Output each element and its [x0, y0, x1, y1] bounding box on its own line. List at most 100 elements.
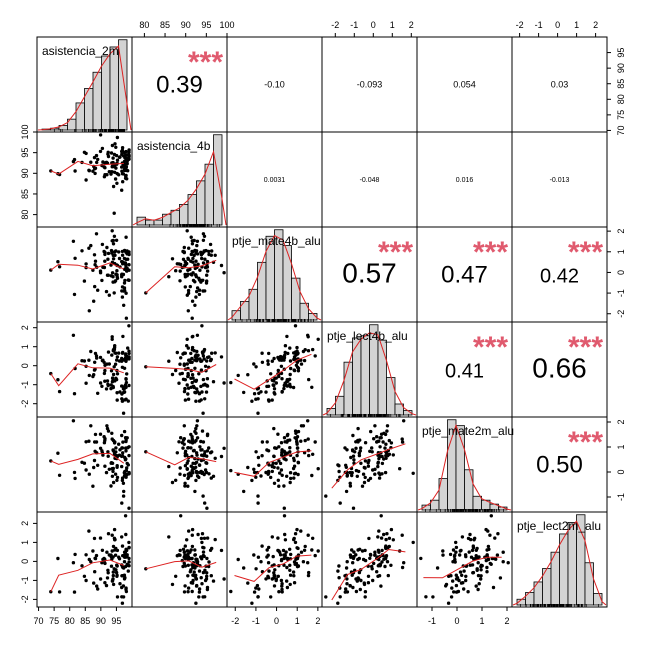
- scatter-point: [124, 352, 128, 356]
- scatter-point: [182, 590, 187, 594]
- scatter-point: [337, 469, 341, 474]
- density-line: [227, 234, 322, 321]
- scatter-point: [87, 169, 92, 173]
- variable-label: asistencia_4b: [137, 139, 211, 153]
- scatter-point: [360, 484, 365, 488]
- scatter-point: [198, 445, 202, 449]
- scatter-point: [121, 334, 125, 339]
- axis-tick-label: 90: [20, 168, 30, 178]
- axis-tick-label: -2: [20, 595, 30, 603]
- scatter-point: [185, 549, 189, 553]
- scatter-point: [113, 362, 118, 366]
- density-line: [37, 44, 132, 131]
- scatter-point: [92, 253, 97, 257]
- scatter-point: [291, 385, 296, 390]
- significance-stars: ***: [473, 236, 508, 269]
- scatter-point: [103, 379, 107, 383]
- scatter-point: [117, 442, 121, 446]
- scatter-point: [285, 334, 289, 339]
- scatter-point: [219, 454, 224, 459]
- histogram-bar: [213, 134, 223, 226]
- scatter-point: [122, 159, 127, 164]
- scatter-point: [292, 476, 296, 480]
- scatter-point: [266, 561, 271, 565]
- scatter-point: [501, 560, 505, 564]
- scatter-point: [454, 545, 459, 550]
- scatter-point: [476, 573, 481, 578]
- scatter-point: [194, 601, 198, 605]
- scatter-point: [382, 532, 386, 537]
- histogram-bar: [576, 514, 586, 606]
- panel-frame: [131, 226, 228, 323]
- scatter-point: [356, 426, 360, 431]
- scatter-point: [204, 577, 209, 581]
- scatter-point: [82, 574, 87, 578]
- scatter-point: [92, 155, 97, 160]
- scatter-point: [123, 436, 128, 440]
- scatter-point: [57, 389, 62, 394]
- scatter-point: [100, 548, 105, 552]
- scatter-point: [276, 478, 280, 482]
- scatter-point: [199, 359, 203, 363]
- panel-r3-c3: ptje_lect4b_alu: [321, 321, 418, 418]
- scatter-point: [182, 561, 186, 566]
- scatter-point: [189, 272, 193, 276]
- scatter-point: [56, 378, 60, 382]
- panel-r1-c0: [36, 131, 133, 228]
- scatter-point: [310, 548, 314, 552]
- scatter-point: [460, 535, 465, 539]
- scatter-point: [112, 234, 117, 238]
- scatter-point: [91, 549, 95, 553]
- scatter-point: [110, 376, 115, 380]
- scatter-point: [296, 546, 300, 551]
- scatter-point: [199, 555, 203, 559]
- scatter-point: [475, 546, 479, 551]
- scatter-point: [376, 461, 380, 465]
- scatter-point: [203, 257, 207, 261]
- panel-r1-c5: -0.013: [511, 131, 608, 228]
- scatter-point: [111, 372, 116, 377]
- scatter-point: [366, 478, 371, 482]
- scatter-point: [311, 347, 315, 352]
- scatter-point: [93, 449, 97, 453]
- scatter-point: [125, 162, 129, 166]
- axis-tick-label: 0: [616, 469, 626, 474]
- scatter-point: [102, 175, 107, 179]
- left-axis-1: 80 85 90 95 100: [20, 124, 38, 220]
- significance-stars: ***: [473, 331, 508, 364]
- scatter-point: [208, 242, 213, 247]
- smooth-line: [50, 262, 125, 271]
- scatter-point: [124, 589, 129, 594]
- scatter-point: [402, 561, 406, 565]
- scatter-point: [219, 263, 224, 268]
- scatter-point: [127, 349, 131, 353]
- scatter-point: [389, 527, 394, 532]
- scatter-point: [356, 440, 360, 444]
- scatter-point: [182, 362, 186, 366]
- scatter-point: [106, 454, 110, 458]
- scatter-point: [109, 386, 113, 391]
- scatter-point: [127, 453, 131, 458]
- scatter-point: [398, 467, 402, 471]
- scatter-point: [441, 549, 445, 553]
- scatter-point: [193, 263, 197, 267]
- scatter-point: [57, 473, 62, 477]
- scatter-point: [411, 540, 415, 545]
- scatter-point: [190, 242, 195, 246]
- scatter-point: [363, 459, 368, 463]
- axis-tick-label: -1: [616, 493, 626, 501]
- scatter-point: [272, 426, 276, 431]
- scatter-point: [111, 573, 116, 578]
- scatter-point: [360, 549, 365, 553]
- scatter-point: [114, 450, 118, 454]
- scatter-point: [114, 376, 118, 380]
- scatter-point: [267, 463, 271, 467]
- scatter-point: [292, 581, 297, 585]
- scatter-point: [444, 582, 449, 587]
- scatter-point: [120, 146, 125, 150]
- scatter-point: [185, 538, 189, 542]
- scatter-point: [288, 547, 292, 551]
- scatter-point: [266, 449, 271, 453]
- scatter-point: [186, 268, 190, 272]
- scatter-point: [185, 229, 189, 233]
